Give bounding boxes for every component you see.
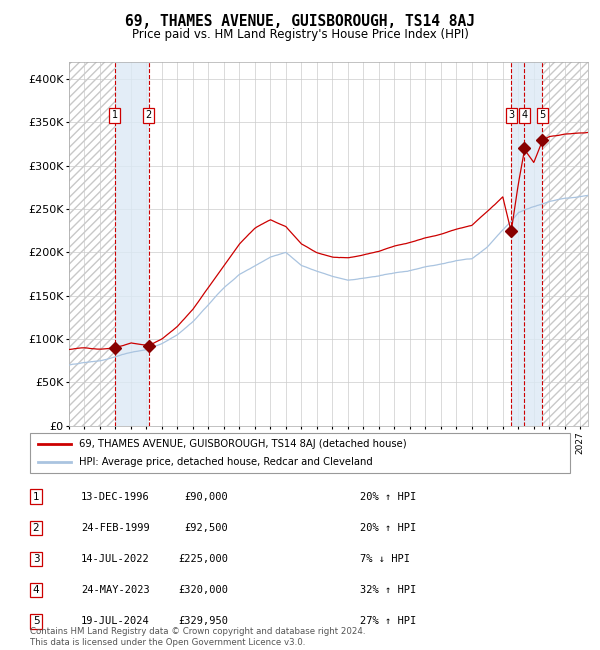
Text: 32% ↑ HPI: 32% ↑ HPI — [360, 585, 416, 595]
Text: £329,950: £329,950 — [178, 616, 228, 627]
Text: 1: 1 — [32, 491, 40, 502]
Text: 3: 3 — [32, 554, 40, 564]
Text: 3: 3 — [508, 111, 514, 120]
Text: 4: 4 — [521, 111, 527, 120]
Text: 27% ↑ HPI: 27% ↑ HPI — [360, 616, 416, 627]
Text: 4: 4 — [32, 585, 40, 595]
Bar — [511, 62, 542, 426]
Text: 24-MAY-2023: 24-MAY-2023 — [81, 585, 150, 595]
Text: Contains HM Land Registry data © Crown copyright and database right 2024.: Contains HM Land Registry data © Crown c… — [30, 627, 365, 636]
Text: This data is licensed under the Open Government Licence v3.0.: This data is licensed under the Open Gov… — [30, 638, 305, 647]
Text: HPI: Average price, detached house, Redcar and Cleveland: HPI: Average price, detached house, Redc… — [79, 458, 373, 467]
Text: 5: 5 — [32, 616, 40, 627]
Text: £225,000: £225,000 — [178, 554, 228, 564]
Text: 1: 1 — [112, 111, 118, 120]
Text: 69, THAMES AVENUE, GUISBOROUGH, TS14 8AJ: 69, THAMES AVENUE, GUISBOROUGH, TS14 8AJ — [125, 14, 475, 29]
Text: 2: 2 — [146, 111, 152, 120]
Bar — [115, 62, 149, 426]
Text: 20% ↑ HPI: 20% ↑ HPI — [360, 491, 416, 502]
Text: £92,500: £92,500 — [184, 523, 228, 533]
Text: 14-JUL-2022: 14-JUL-2022 — [81, 554, 150, 564]
Text: Price paid vs. HM Land Registry's House Price Index (HPI): Price paid vs. HM Land Registry's House … — [131, 28, 469, 41]
Bar — [69, 62, 115, 426]
Text: 2: 2 — [32, 523, 40, 533]
Text: £320,000: £320,000 — [178, 585, 228, 595]
Text: 69, THAMES AVENUE, GUISBOROUGH, TS14 8AJ (detached house): 69, THAMES AVENUE, GUISBOROUGH, TS14 8AJ… — [79, 439, 406, 448]
Text: 24-FEB-1999: 24-FEB-1999 — [81, 523, 150, 533]
Bar — [542, 62, 588, 426]
Text: 5: 5 — [539, 111, 545, 120]
Text: 13-DEC-1996: 13-DEC-1996 — [81, 491, 150, 502]
Text: 19-JUL-2024: 19-JUL-2024 — [81, 616, 150, 627]
FancyBboxPatch shape — [30, 433, 570, 473]
Text: 20% ↑ HPI: 20% ↑ HPI — [360, 523, 416, 533]
Text: 7% ↓ HPI: 7% ↓ HPI — [360, 554, 410, 564]
Text: £90,000: £90,000 — [184, 491, 228, 502]
